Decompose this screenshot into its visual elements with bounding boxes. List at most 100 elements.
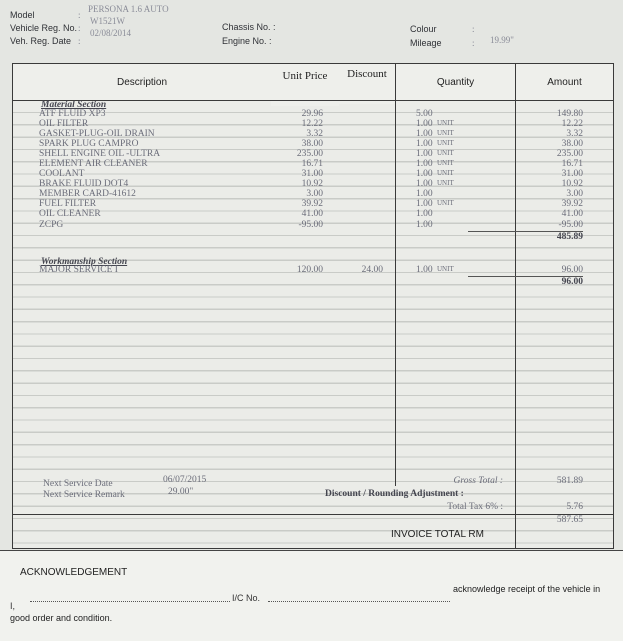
gross-total-label: Gross Total : — [453, 476, 503, 486]
item-quantity: 1.00 — [416, 148, 433, 159]
item-unit-price: 3.00 — [306, 189, 323, 200]
item-quantity: 1.00 — [416, 199, 433, 210]
name-field[interactable] — [30, 601, 230, 602]
section-title: Workmanship Section — [41, 256, 128, 267]
column-divider — [395, 64, 396, 486]
item-description: ELEMENT AIR CLEANER — [39, 159, 148, 170]
item-unit: UNIT — [437, 199, 454, 208]
column-divider — [515, 64, 516, 548]
tax-label: Total Tax 6% : — [447, 502, 503, 512]
item-unit-price: 3.32 — [306, 128, 323, 139]
item-quantity: 1.00 — [416, 209, 433, 220]
colon: : — [472, 38, 475, 48]
colon: : — [78, 36, 81, 46]
item-description: OIL CLEANER — [39, 209, 101, 220]
next-service-date-label: Next Service Date — [43, 479, 113, 489]
item-description: ATF FLUID XP3 — [39, 108, 106, 119]
item-unit-price: 16.71 — [301, 159, 323, 170]
subtotal-line — [468, 230, 583, 232]
header-discount: Discount — [339, 64, 395, 104]
item-amount: 16.71 — [561, 159, 583, 170]
tax-value: 5.76 — [566, 502, 583, 512]
item-unit: UNIT — [437, 118, 454, 127]
next-service-date: 06/07/2015 — [163, 475, 207, 485]
item-amount: 3.00 — [566, 189, 583, 200]
colon: : — [78, 10, 81, 20]
item-amount: 39.92 — [561, 199, 583, 210]
reg-date-label: Veh. Reg. Date — [10, 36, 72, 46]
item-quantity: 1.00 — [416, 179, 433, 190]
item-amount: 149.80 — [556, 108, 583, 119]
ic-field[interactable] — [268, 601, 450, 602]
item-unit-price: 31.00 — [301, 169, 323, 180]
item-unit: UNIT — [437, 179, 454, 188]
next-service-remark: 29.00" — [168, 487, 194, 497]
next-service-remark-label: Next Service Remark — [43, 490, 125, 500]
model-label: Model — [10, 10, 35, 20]
item-quantity: 1.00 — [416, 265, 433, 276]
item-description: COOLANT — [39, 169, 85, 180]
totals-divider — [13, 514, 613, 515]
header-description: Description — [13, 64, 271, 100]
reg-no-value: W1521W — [90, 16, 125, 26]
reg-date-value: 02/08/2014 — [90, 28, 132, 38]
header-quantity: Quantity — [396, 64, 515, 100]
header-amount: Amount — [516, 64, 613, 100]
mileage-label: Mileage — [410, 38, 442, 48]
colon: : — [472, 24, 475, 34]
item-unit: UNIT — [437, 265, 454, 274]
invoice-total-label: INVOICE TOTAL RM — [391, 529, 484, 540]
item-quantity: 1.00 — [416, 159, 433, 170]
item-description: FUEL FILTER — [39, 199, 97, 210]
item-quantity: 1.00 — [416, 128, 433, 139]
item-description: BRAKE FLUID DOT4 — [39, 179, 129, 190]
item-unit-price: 29.96 — [301, 108, 323, 119]
item-unit: UNIT — [437, 159, 454, 168]
item-amount: 235.00 — [556, 148, 583, 159]
colour-label: Colour — [410, 24, 437, 34]
item-discount: 24.00 — [361, 265, 383, 276]
item-amount: 31.00 — [561, 169, 583, 180]
item-description: MEMBER CARD-41612 — [39, 189, 136, 200]
invoice-table: Description Unit Price Discount Quantity… — [12, 63, 614, 549]
item-amount: 12.22 — [561, 118, 583, 129]
item-amount: -95.00 — [558, 219, 583, 230]
section-title: Material Section — [41, 100, 107, 110]
item-unit-price: 235.00 — [296, 148, 323, 159]
discount-adjustment-label: Discount / Rounding Adjustment : — [325, 489, 464, 499]
colon: : — [78, 23, 81, 33]
item-unit: UNIT — [437, 148, 454, 157]
item-amount: 10.92 — [561, 179, 583, 190]
item-unit-price: 12.22 — [301, 118, 323, 129]
item-unit: UNIT — [437, 138, 454, 147]
item-amount: 96.00 — [561, 265, 583, 276]
item-description: SPARK PLUG CAMPRO — [39, 138, 139, 149]
gross-total: 581.89 — [556, 476, 583, 486]
item-unit-price: 120.00 — [296, 265, 323, 276]
item-description: SHELL ENGINE OIL -ULTRA — [39, 148, 161, 159]
item-description: GASKET-PLUG-OIL DRAIN — [39, 128, 155, 139]
model-value: PERSONA 1.6 AUTO — [88, 4, 169, 14]
section-subtotal: 485.89 — [556, 231, 583, 242]
item-quantity: 1.00 — [416, 138, 433, 149]
section-subtotal: 96.00 — [561, 277, 583, 288]
item-quantity: 1.00 — [416, 189, 433, 200]
header-divider — [13, 100, 613, 101]
acknowledgement-text: acknowledge receipt of the vehicle in — [453, 584, 601, 594]
item-unit-price: 38.00 — [301, 138, 323, 149]
item-amount: 38.00 — [561, 138, 583, 149]
item-amount: 3.32 — [566, 128, 583, 139]
item-unit-price: 10.92 — [301, 179, 323, 190]
acknowledgement-title: ACKNOWLEDGEMENT — [20, 567, 128, 578]
header-unit-price: Unit Price — [271, 64, 339, 106]
mileage-value: 19.99" — [490, 35, 514, 45]
acknowledgement-section: ACKNOWLEDGEMENT I, I/C No. acknowledge r… — [0, 550, 623, 641]
reg-no-label: Vehicle Reg. No. — [10, 23, 78, 33]
item-unit-price: 41.00 — [301, 209, 323, 220]
item-quantity: 5.00 — [416, 108, 433, 119]
item-quantity: 1.00 — [416, 219, 433, 230]
item-description: MAJOR SERVICE I — [39, 265, 118, 276]
item-unit: UNIT — [437, 169, 454, 178]
item-description: OIL FILTER — [39, 118, 89, 129]
item-quantity: 1.00 — [416, 169, 433, 180]
